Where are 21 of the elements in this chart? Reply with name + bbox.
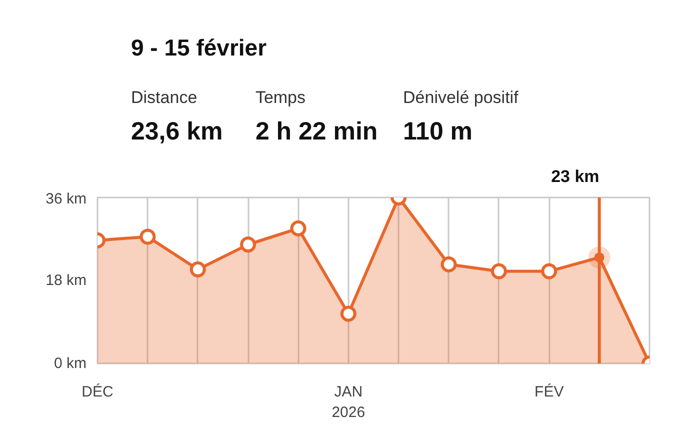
y-tick-label: 18 km xyxy=(46,272,87,289)
point xyxy=(541,263,558,280)
y-tick-label: 36 km xyxy=(46,190,87,208)
point xyxy=(440,256,457,272)
point xyxy=(140,228,156,245)
x-tick-label: FÉV xyxy=(534,382,564,400)
text: 23,6 km xyxy=(131,118,223,146)
point xyxy=(190,261,206,278)
point xyxy=(490,263,507,280)
point xyxy=(290,220,306,236)
text: 2 h 22 min xyxy=(255,118,378,146)
x-tick-label: DÉC xyxy=(82,382,114,400)
y-tick-label: 0 km xyxy=(54,355,87,372)
x-tick-label: JAN 2026 xyxy=(332,384,366,421)
text: 23 km xyxy=(551,167,600,186)
text: Dénivelé positif xyxy=(403,88,519,107)
chart-title: 9 - 15 février xyxy=(131,34,267,60)
text: Distance xyxy=(131,88,198,107)
text: 110 m xyxy=(403,118,473,146)
text: Temps xyxy=(255,88,306,107)
point xyxy=(240,236,256,253)
